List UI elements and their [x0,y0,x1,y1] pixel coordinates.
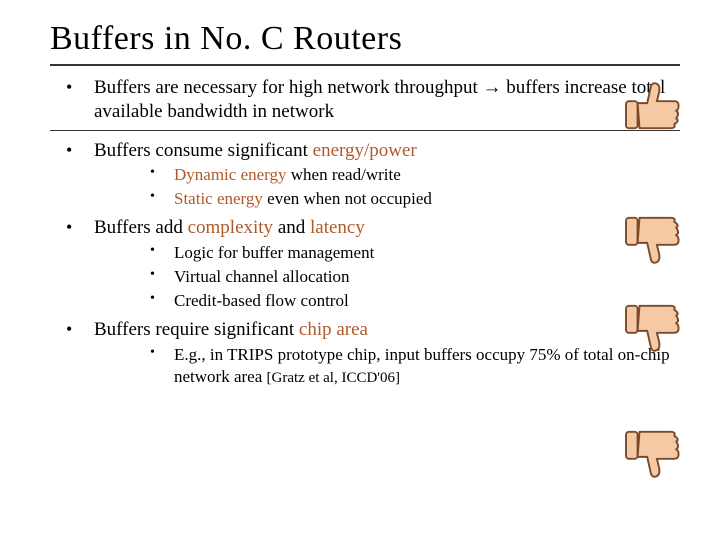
thumbs-down-icon [622,426,684,480]
sub-text-accent: Static energy [174,189,263,208]
thumbs-down-icon [622,212,684,266]
sub-text-accent: Dynamic energy [174,165,287,184]
sub-list: Logic for buffer management Virtual chan… [94,242,680,312]
sub-item: Logic for buffer management [94,242,680,264]
sub-item: Credit-based flow control [94,290,680,312]
sub-item: Static energy even when not occupied [94,188,680,210]
sub-list: Dynamic energy when read/write Static en… [94,164,680,210]
sub-text: Virtual channel allocation [174,267,350,286]
bullet-text-accent: complexity [188,217,273,238]
bullet-text: Buffers require significant [94,319,299,340]
bullet-text: Buffers consume significant [94,140,313,161]
sub-text: Credit-based flow control [174,291,349,310]
bullet-text-accent: chip area [299,319,368,340]
thumbs-down-icon [622,300,684,354]
sub-text: when read/write [287,165,401,184]
bullet-item: Buffers require significant chip area E.… [50,318,680,388]
sub-item: E.g., in TRIPS prototype chip, input buf… [94,344,680,389]
bullet-text: Buffers add [94,217,188,238]
citation: [Gratz et al, ICCD'06] [267,370,401,386]
sub-text: Logic for buffer management [174,243,374,262]
bullet-item: Buffers are necessary for high network t… [50,76,680,124]
bullet-item: Buffers add complexity and latency Logic… [50,216,680,312]
slide: Buffers in No. C Routers Buffers are nec… [0,0,720,540]
bullet-text: and [273,217,310,238]
sub-text: E.g., in TRIPS prototype chip, input buf… [174,345,670,386]
sub-list: E.g., in TRIPS prototype chip, input buf… [94,344,680,389]
bullet-list: Buffers are necessary for high network t… [50,76,680,124]
slide-title: Buffers in No. C Routers [50,20,680,58]
bullet-list-2: Buffers consume significant energy/power… [50,139,680,389]
bullet-text-accent: latency [310,217,365,238]
bullet-item: Buffers consume significant energy/power… [50,139,680,211]
sub-text: even when not occupied [263,189,432,208]
separator-rule [50,130,680,131]
bullet-text-accent: energy/power [313,140,417,161]
thumbs-up-icon [622,80,684,134]
sub-item: Dynamic energy when read/write [94,164,680,186]
title-rule [50,64,680,66]
sub-item: Virtual channel allocation [94,266,680,288]
bullet-text: Buffers are necessary for high network t… [94,77,665,122]
